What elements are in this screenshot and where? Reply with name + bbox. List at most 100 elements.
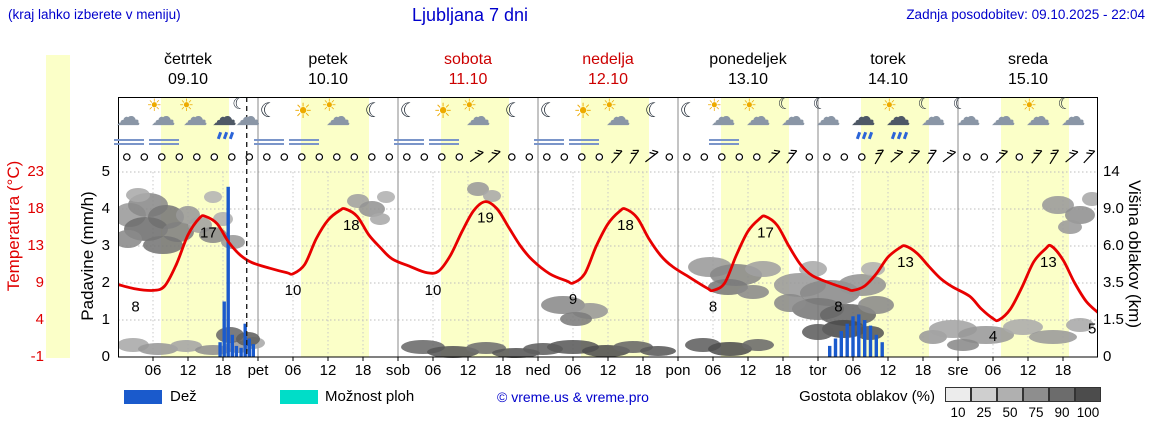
cloud-blob <box>1003 319 1043 335</box>
weather-icon[interactable]: ☾ ☁ <box>231 97 267 147</box>
rain-legend-swatch <box>124 390 162 404</box>
cloud-icon: ☁ <box>990 103 1016 131</box>
cloud-icon: ☁ <box>850 103 876 131</box>
weather-icon[interactable]: ☾ ☁ <box>1057 97 1093 147</box>
weather-icon[interactable]: ☾ <box>357 99 393 147</box>
weather-icon[interactable]: ☾ <box>252 99 288 147</box>
weather-icon[interactable]: ☾ <box>392 99 428 147</box>
cloud-blob <box>799 261 827 277</box>
raindrop-icon <box>902 131 908 140</box>
sun-icon: ☀ <box>321 96 337 115</box>
weather-icon[interactable]: ☾ <box>497 99 533 147</box>
weather-icon[interactable]: ☾ <box>532 99 568 147</box>
cloud-icon: ☁ <box>211 103 237 131</box>
weather-icon[interactable]: ☁ <box>847 99 883 147</box>
moon-icon: ☾ <box>812 96 827 113</box>
cloud-height-tick: 0 <box>1103 348 1112 365</box>
day-header[interactable]: torek 14.10 <box>818 50 958 90</box>
wind-calm-icon <box>437 153 446 161</box>
wind-calm-icon <box>665 153 674 161</box>
wind-calm-icon <box>735 153 744 161</box>
wind-calm-icon <box>752 153 761 161</box>
x-day-label: pet <box>247 362 269 379</box>
weather-icon[interactable]: ☀ <box>287 99 323 147</box>
fog-line-icon <box>113 139 144 141</box>
weather-icon[interactable]: ☁ <box>208 99 244 147</box>
cloud-blob <box>377 191 395 203</box>
weather-icon[interactable]: ☀ <box>567 99 603 147</box>
day-header[interactable]: nedelja 12.10 <box>538 50 678 90</box>
precip-bar <box>868 325 873 357</box>
day-header[interactable]: četrtek 09.10 <box>118 50 258 90</box>
cloud-blob <box>742 339 774 351</box>
day-header[interactable]: petek 10.10 <box>258 50 398 90</box>
sun-icon: ☀ <box>461 96 477 115</box>
fog-line-icon <box>148 143 179 145</box>
copyright-link[interactable]: © vreme.us & vreme.pro <box>497 389 649 405</box>
weather-icon[interactable]: ☾ ☁ <box>812 96 848 147</box>
weather-icon[interactable]: ☀ ☁ <box>179 97 215 147</box>
weather-icon[interactable]: ☀ ☁ <box>742 97 778 147</box>
precip-bar <box>874 334 878 357</box>
cloud-blob <box>1065 206 1095 224</box>
day-name-label: sobota <box>443 51 493 68</box>
day-name-label: sreda <box>1007 51 1049 68</box>
cloud-height-tick: 1.5 <box>1103 311 1124 328</box>
fog-line-icon <box>393 139 424 141</box>
temperature-value-label: 8 <box>834 298 842 315</box>
weather-icon[interactable]: ☁ <box>112 99 148 147</box>
x-hour-label: 06 <box>564 362 582 379</box>
moon-icon: ☾ <box>259 100 278 122</box>
day-header[interactable]: ponedeljek 13.10 <box>678 50 818 90</box>
weather-icon[interactable]: ☁ <box>987 99 1023 147</box>
cloud-density-label: Gostota oblakov (%) <box>799 388 935 405</box>
cloud-blob <box>427 346 479 358</box>
weather-icon[interactable]: ☾ ☁ <box>777 97 813 147</box>
weather-icon[interactable]: ☀ ☁ <box>882 97 918 147</box>
weather-icon[interactable]: ☾ <box>672 99 708 147</box>
cloud-blob <box>138 343 178 355</box>
weather-icon[interactable]: ☀ ☁ <box>321 96 358 147</box>
precip-bar <box>234 345 239 357</box>
weather-icon[interactable]: ☀ ☁ <box>707 97 743 147</box>
wind-calm-icon <box>560 153 569 161</box>
cloud-scale-tick: 75 <box>1028 405 1044 420</box>
weather-icon[interactable]: ☀ ☁ <box>146 96 183 147</box>
weather-icon[interactable]: ☀ ☁ <box>601 96 638 147</box>
weather-icon[interactable]: ☾ ☁ <box>917 97 953 147</box>
temperature-tick: 9 <box>35 274 44 291</box>
wind-calm-icon <box>420 153 429 161</box>
weather-icon[interactable]: ☀ <box>427 99 463 147</box>
day-name-label: petek <box>308 51 348 68</box>
day-date-label: 10.10 <box>307 71 349 88</box>
wind-calm-icon <box>577 153 586 161</box>
day-header[interactable]: sreda 15.10 <box>958 50 1098 90</box>
wind-barb-icon <box>611 149 623 164</box>
wind-calm-icon <box>333 153 341 161</box>
weather-icon[interactable]: ☾ ☁ <box>952 97 988 147</box>
cloud-blob <box>1082 192 1098 206</box>
precip-bar <box>247 338 251 357</box>
cloud-blob <box>1029 330 1077 344</box>
wind-calm-icon <box>840 153 849 161</box>
sun-icon: ☀ <box>146 96 162 115</box>
sun-icon: ☀ <box>433 100 453 123</box>
cloud-blob <box>838 274 886 296</box>
x-hour-label: 06 <box>284 362 302 379</box>
raindrop-icon <box>216 131 222 140</box>
moon-icon: ☾ <box>364 100 383 122</box>
weather-icon[interactable]: ☀ ☁ <box>461 96 498 147</box>
wind-calm-icon <box>822 153 831 161</box>
cloud-blob <box>1066 318 1094 332</box>
fog-line-icon <box>113 143 144 145</box>
cloud-blob <box>708 342 752 356</box>
day-date-label: 13.10 <box>727 71 769 88</box>
sun-icon: ☀ <box>601 96 617 115</box>
wind-calm-icon <box>280 153 289 161</box>
day-header[interactable]: sobota 11.10 <box>398 50 538 90</box>
chart-border <box>118 97 1098 358</box>
left-day-strip <box>46 55 70 358</box>
weather-icon[interactable]: ☾ <box>637 99 673 147</box>
wind-barb-icon <box>1065 149 1079 163</box>
weather-icon[interactable]: ☀ ☁ <box>1022 97 1058 147</box>
